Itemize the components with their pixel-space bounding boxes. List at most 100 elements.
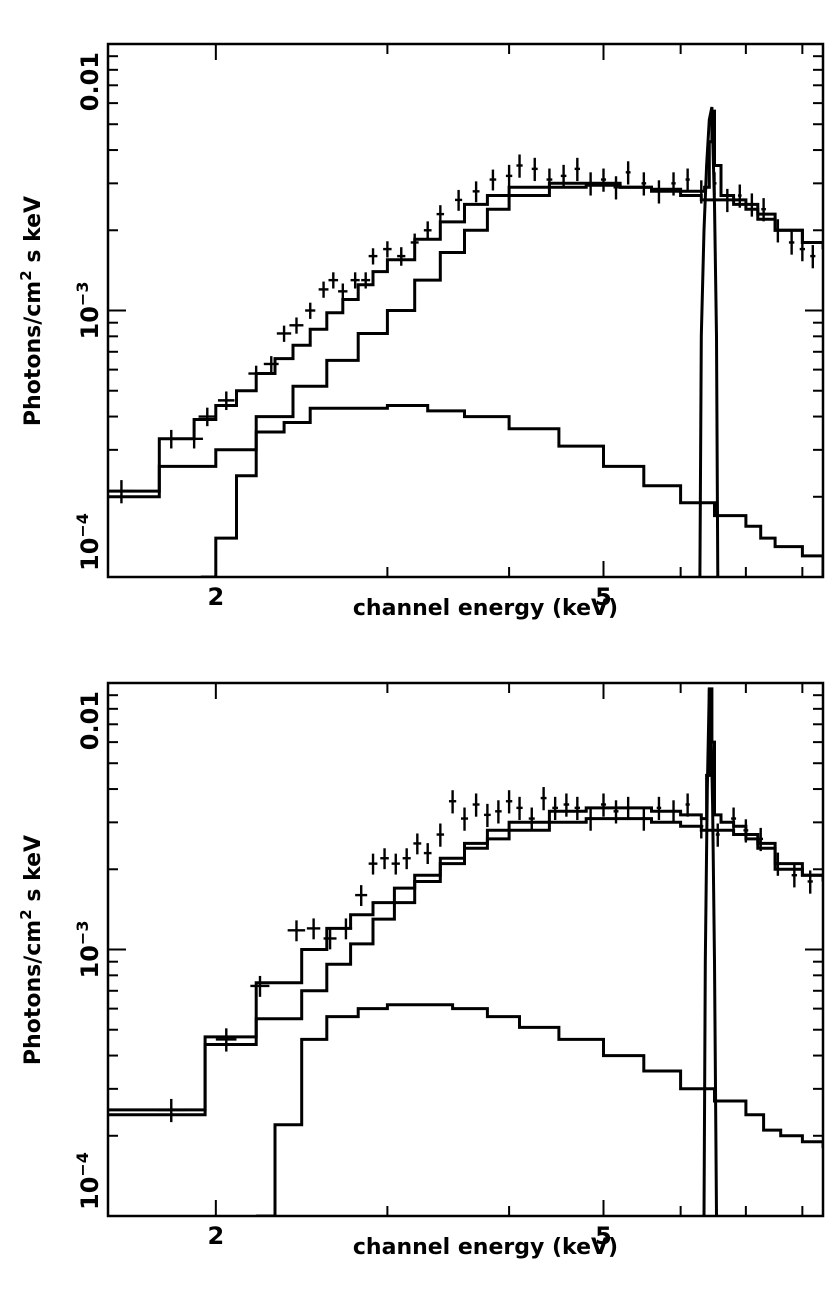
data-point — [489, 169, 497, 191]
data-point — [287, 920, 306, 942]
data-point — [159, 429, 183, 449]
data-point — [156, 1098, 186, 1123]
data-point — [807, 870, 813, 894]
data-point — [263, 356, 279, 373]
data-point — [613, 176, 619, 200]
data-point — [600, 793, 607, 817]
data-point — [671, 172, 676, 196]
data-point — [516, 154, 523, 178]
data-point — [731, 807, 737, 831]
data-point — [338, 283, 348, 300]
data-point — [306, 918, 321, 940]
data-point — [410, 233, 419, 253]
data-point — [495, 800, 502, 824]
data-point — [217, 391, 235, 411]
data-point — [775, 219, 781, 243]
data-point — [574, 157, 581, 182]
data-point — [339, 918, 353, 940]
data-point — [361, 272, 371, 289]
data-point — [248, 365, 264, 382]
x-tick-label: 2 — [207, 1222, 224, 1250]
data-point — [391, 853, 400, 875]
data-points — [156, 787, 813, 1123]
data-point — [516, 796, 523, 821]
data-point — [318, 281, 329, 298]
data-point — [758, 827, 764, 852]
data-point — [383, 241, 392, 258]
y-axis: 10−4 10−3 0.01 — [73, 691, 823, 1217]
data-point — [328, 272, 339, 289]
data-point — [185, 429, 203, 449]
data-point — [810, 245, 816, 269]
data-point — [323, 928, 337, 950]
data-point — [625, 796, 631, 821]
model-curves — [108, 687, 823, 1216]
x-tick-label: 2 — [207, 583, 224, 611]
data-point — [289, 317, 304, 334]
data-point — [699, 180, 704, 204]
data-point — [775, 852, 781, 876]
data-point — [685, 793, 690, 817]
data-point — [484, 803, 491, 828]
model-total-model — [108, 109, 823, 493]
data-point — [737, 184, 742, 208]
data-point — [368, 248, 378, 265]
y-axis-label: Photons/cm2 s keV — [17, 196, 46, 426]
data-point — [699, 815, 704, 839]
data-point — [788, 231, 795, 255]
data-point — [715, 823, 720, 847]
data-point — [305, 302, 316, 319]
model-iron-line — [698, 106, 720, 577]
data-point — [625, 161, 631, 185]
data-point — [600, 168, 607, 192]
data-point — [215, 1028, 237, 1052]
data-point — [531, 157, 538, 182]
data-point — [397, 247, 406, 266]
data-point — [725, 188, 730, 213]
data-point — [641, 172, 647, 196]
x-tick-label: 5 — [595, 583, 612, 611]
data-point — [436, 205, 445, 224]
data-point — [552, 796, 558, 821]
data-point — [198, 407, 216, 427]
data-point — [641, 807, 647, 831]
data-point — [761, 198, 766, 222]
y-tick-label: 10−3 — [73, 282, 104, 340]
data-point — [250, 975, 270, 997]
model-iron-line — [702, 688, 718, 1216]
y-axis: 10−4 10−3 0.01 — [73, 52, 823, 578]
data-point — [472, 181, 480, 203]
y-tick-label: 10−4 — [73, 513, 104, 571]
data-point — [413, 833, 422, 855]
data-point — [460, 807, 469, 831]
data-point — [368, 853, 378, 875]
data-point — [743, 819, 749, 843]
data-point — [749, 193, 755, 217]
data-point — [587, 807, 594, 831]
data-point — [108, 480, 135, 504]
data-point — [560, 164, 567, 189]
data-point — [656, 180, 662, 204]
y-axis-label: Photons/cm2 s keV — [17, 835, 46, 1065]
data-point — [587, 172, 594, 196]
data-point — [380, 848, 389, 870]
data-point — [505, 790, 513, 814]
y-tick-label: 10−3 — [73, 921, 104, 979]
data-point — [712, 172, 717, 196]
data-point — [528, 807, 535, 831]
data-point — [455, 189, 463, 211]
data-point — [505, 164, 513, 189]
data-points — [108, 154, 816, 504]
y-tick-label: 0.01 — [76, 691, 104, 750]
data-point — [791, 864, 798, 888]
model-soft-component — [256, 1003, 823, 1216]
data-point — [656, 796, 662, 821]
data-point — [448, 790, 457, 814]
data-point — [613, 800, 619, 824]
x-axis-label: channel energy (keV) — [353, 596, 618, 621]
